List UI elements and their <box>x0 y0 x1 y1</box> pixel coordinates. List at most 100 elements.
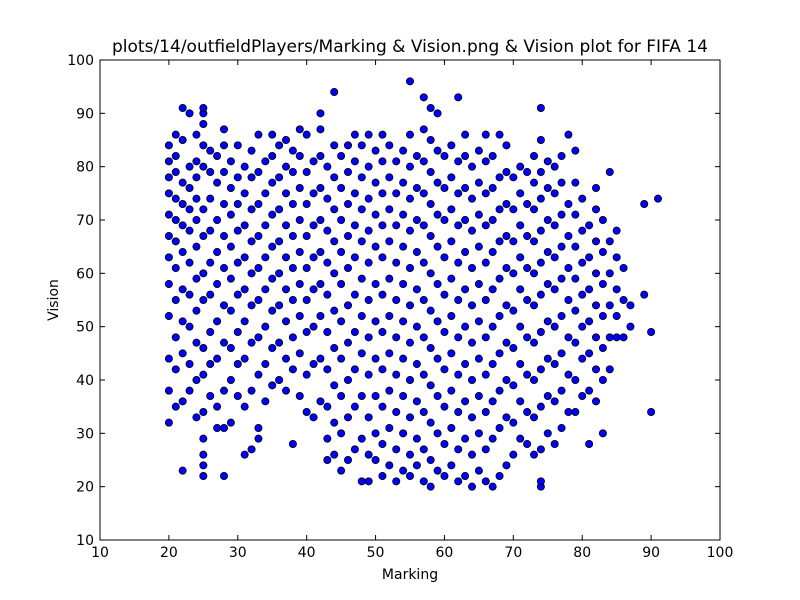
data-point <box>516 322 525 331</box>
data-point <box>399 242 408 251</box>
data-point <box>199 370 208 379</box>
data-point <box>516 221 525 230</box>
data-point <box>213 178 222 187</box>
data-point <box>288 439 297 448</box>
data-point <box>502 263 511 272</box>
data-point <box>226 343 235 352</box>
data-point <box>164 231 173 240</box>
data-point <box>281 285 290 294</box>
data-point <box>171 295 180 304</box>
data-point <box>192 130 201 139</box>
data-point <box>350 290 359 299</box>
data-point <box>240 317 249 326</box>
data-point <box>461 359 470 368</box>
data-point <box>481 258 490 267</box>
data-point <box>557 242 566 251</box>
data-point <box>530 151 539 160</box>
data-point <box>399 279 408 288</box>
data-point <box>378 221 387 230</box>
data-point <box>323 290 332 299</box>
data-point <box>412 247 421 256</box>
data-point <box>295 391 304 400</box>
data-point <box>433 210 442 219</box>
data-point <box>226 274 235 283</box>
data-point <box>488 434 497 443</box>
data-point <box>302 167 311 176</box>
data-point <box>626 322 635 331</box>
data-point <box>275 269 284 278</box>
data-point <box>426 167 435 176</box>
data-point <box>316 279 325 288</box>
x-tick-label: 90 <box>642 545 660 561</box>
data-point <box>371 354 380 363</box>
data-point <box>564 199 573 208</box>
data-point <box>530 338 539 347</box>
data-point <box>392 157 401 166</box>
data-point <box>557 151 566 160</box>
data-point <box>178 317 187 326</box>
data-point <box>454 295 463 304</box>
data-point <box>530 237 539 246</box>
data-point <box>378 327 387 336</box>
x-tick-label: 60 <box>436 545 454 561</box>
data-point <box>461 183 470 192</box>
data-point <box>378 439 387 448</box>
data-point <box>337 429 346 438</box>
data-point <box>185 322 194 331</box>
data-point <box>536 258 545 267</box>
data-point <box>192 306 201 315</box>
data-point <box>309 157 318 166</box>
data-point <box>302 199 311 208</box>
data-point <box>275 301 284 310</box>
data-point <box>447 274 456 283</box>
data-point <box>536 104 545 113</box>
data-point <box>461 247 470 256</box>
data-point <box>261 397 270 406</box>
data-point <box>592 237 601 246</box>
y-tick-label: 60 <box>76 266 94 282</box>
data-point <box>350 189 359 198</box>
data-point <box>164 253 173 262</box>
data-point <box>592 269 601 278</box>
data-point <box>392 477 401 486</box>
data-point <box>323 162 332 171</box>
data-point <box>440 327 449 336</box>
data-point <box>371 429 380 438</box>
data-point <box>647 407 656 416</box>
data-point <box>509 450 518 459</box>
data-point <box>323 327 332 336</box>
data-point <box>536 226 545 235</box>
data-point <box>357 311 366 320</box>
data-point <box>392 221 401 230</box>
data-point <box>350 365 359 374</box>
data-point <box>261 359 270 368</box>
data-point <box>578 322 587 331</box>
data-point <box>357 237 366 246</box>
data-point <box>316 125 325 134</box>
data-point <box>578 391 587 400</box>
data-point <box>199 205 208 214</box>
data-point <box>219 423 228 432</box>
data-point <box>454 93 463 102</box>
data-point <box>454 221 463 230</box>
data-point <box>412 215 421 224</box>
data-point <box>385 205 394 214</box>
data-point <box>550 189 559 198</box>
data-point <box>233 290 242 299</box>
data-point <box>385 141 394 150</box>
data-point <box>199 120 208 129</box>
data-point <box>405 130 414 139</box>
data-point <box>268 130 277 139</box>
data-point <box>502 461 511 470</box>
data-point <box>605 333 614 342</box>
data-point <box>433 178 442 187</box>
data-point <box>571 375 580 384</box>
data-point <box>592 397 601 406</box>
data-point <box>412 434 421 443</box>
data-point <box>550 439 559 448</box>
data-point <box>419 157 428 166</box>
data-point <box>598 375 607 384</box>
data-point <box>199 104 208 113</box>
data-point <box>399 210 408 219</box>
data-point <box>281 317 290 326</box>
